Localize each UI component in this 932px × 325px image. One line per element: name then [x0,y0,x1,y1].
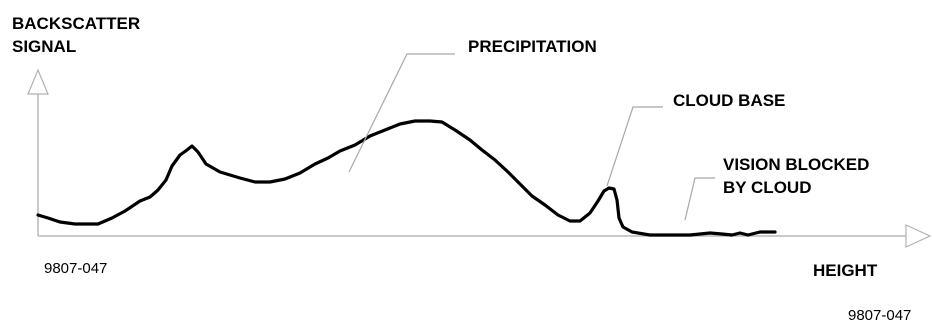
cloud-base-leader-line [606,106,663,187]
x-axis-arrowhead [905,224,932,248]
backscatter-curve [36,119,777,237]
precipitation-leader-line [348,53,455,173]
vision-blocked-label-line-2: BY CLOUD [723,178,811,197]
cloud-base-label: CLOUD BASE [673,91,785,110]
y-axis-arrowhead [27,68,49,95]
x-axis-label: HEIGHT [813,261,878,280]
y-axis-label-line-1: BACKSCATTER [12,14,140,33]
y-axis-label-line-2: SIGNAL [12,37,76,56]
figure-code-left: 9807-047 [44,260,107,277]
figure-code-right: 9807-047 [848,307,911,324]
precipitation-label: PRECIPITATION [468,37,597,56]
vision-blocked-label-line-1: VISION BLOCKED [723,155,869,174]
vision-blocked-leader-line [684,177,715,221]
